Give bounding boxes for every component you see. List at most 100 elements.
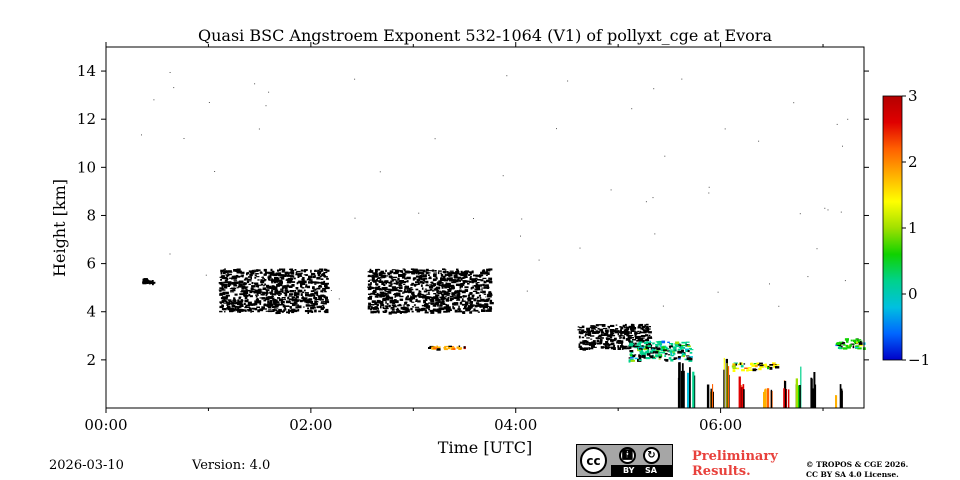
feature-cell (610, 347, 614, 350)
feature-cell (396, 286, 400, 288)
feature-cell (648, 334, 651, 337)
feature-cell (395, 269, 399, 272)
feature-cell (267, 306, 271, 309)
feature-cell (684, 358, 688, 361)
feature-cell (310, 269, 312, 273)
feature-cell (260, 283, 264, 286)
preliminary-results-note: Preliminary Results. (692, 449, 778, 479)
feature-cell (374, 302, 378, 306)
feature-cell (610, 331, 614, 334)
feature-cell (631, 325, 635, 328)
feature-cell (686, 355, 690, 357)
feature-cell (280, 304, 285, 306)
feature-cell (292, 296, 295, 299)
feature-cell (278, 279, 283, 282)
feature-cell (222, 308, 227, 311)
feature-cell (279, 310, 284, 313)
feature-cell (664, 355, 667, 357)
feature-cell (444, 278, 447, 281)
sparse-pixel (268, 91, 270, 93)
feature-cell (269, 299, 273, 303)
feature-cell (676, 345, 681, 348)
feature-cell (471, 280, 474, 284)
feature-cell (641, 345, 644, 348)
feature-cell (646, 330, 650, 333)
feature-cell (837, 346, 842, 349)
feature-cell (453, 295, 456, 297)
feature-cell (314, 291, 319, 295)
feature-cell (305, 304, 310, 307)
feature-cell (447, 289, 452, 292)
feature-cell (685, 342, 687, 345)
feature-cell (619, 326, 622, 328)
feature-cell (300, 282, 304, 284)
feature-cell (391, 311, 395, 314)
feature-cell (435, 294, 440, 297)
feature-cell (473, 298, 477, 302)
feature-cell (226, 273, 229, 275)
feature-cell (250, 311, 252, 313)
feature-cell (227, 281, 232, 284)
sparse-pixel (579, 247, 581, 249)
feature-cell (268, 275, 272, 277)
feature-cell (658, 358, 661, 360)
feature-cell (232, 302, 235, 304)
feature-cell (231, 305, 236, 308)
feature-cell (484, 305, 489, 309)
feature-cell (475, 298, 478, 300)
feature-cell (457, 279, 460, 282)
noise-bar (800, 366, 802, 408)
feature-cell (382, 297, 386, 301)
feature-cell (295, 292, 297, 296)
feature-cell (432, 278, 436, 282)
feature-cell (267, 300, 270, 304)
feature-cell (394, 311, 398, 314)
feature-cell (471, 294, 475, 297)
feature-cell (282, 299, 286, 301)
feature-cell (391, 286, 396, 289)
feature-cell (595, 324, 599, 327)
feature-cell (464, 303, 467, 307)
feature-cell (259, 303, 262, 305)
feature-cell (646, 323, 649, 326)
feature-cell (457, 277, 460, 280)
feature-cell (440, 273, 444, 277)
y-axis-label: Height [km] (50, 179, 69, 277)
feature-cell (386, 303, 389, 305)
feature-cell (416, 295, 420, 297)
feature-cell (277, 311, 281, 314)
feature-cell (280, 293, 282, 295)
feature-cell (375, 271, 378, 274)
feature-cell (262, 279, 266, 282)
feature-cell (772, 362, 775, 365)
feature-cell (585, 333, 589, 336)
feature-cell (688, 357, 693, 361)
feature-cell (232, 302, 237, 305)
feature-cell (275, 309, 278, 311)
feature-cell (386, 307, 389, 310)
feature-cell (278, 290, 283, 293)
feature-cell (442, 268, 446, 270)
feature-cell (238, 283, 243, 287)
feature-cell (838, 345, 841, 347)
feature-cell (310, 306, 314, 310)
sparse-pixel (354, 78, 356, 80)
feature-cell (587, 331, 592, 334)
feature-cell (469, 280, 472, 283)
sparse-pixel (208, 102, 210, 103)
feature-cell (486, 298, 490, 302)
y-tick-label: 12 (77, 110, 96, 128)
feature-cell (382, 310, 385, 313)
feature-cell (254, 282, 259, 285)
feature-cell (235, 294, 238, 296)
feature-cell (311, 310, 314, 313)
feature-cell (368, 274, 371, 277)
feature-cell (628, 325, 633, 328)
feature-cell (647, 342, 651, 345)
feature-cell (689, 351, 693, 354)
feature-cell (233, 285, 238, 287)
feature-cell (677, 350, 682, 354)
feature-cell (307, 311, 309, 314)
feature-cell (367, 305, 371, 307)
feature-cell (301, 282, 306, 285)
